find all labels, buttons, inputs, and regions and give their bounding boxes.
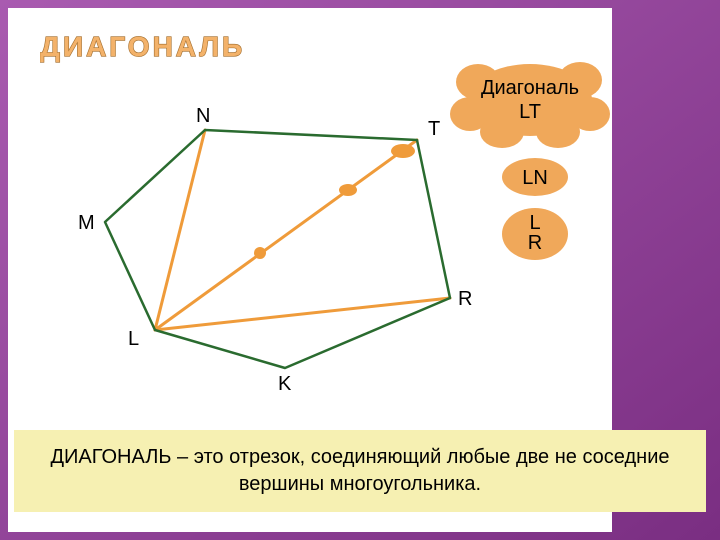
vertex-label-M: M (78, 212, 95, 235)
bubble-LN-label: LN (522, 167, 548, 189)
definition-content: ДИАГОНАЛЬ – это отрезок, соединяющий люб… (51, 446, 670, 495)
svg-text:Диагональ: Диагональ (481, 77, 579, 99)
bubble-LR: L R (498, 205, 572, 263)
svg-text:LT: LT (519, 101, 541, 123)
vertex-label-L: L (128, 328, 139, 351)
definition-text: ДИАГОНАЛЬ – это отрезок, соединяющий люб… (14, 430, 706, 512)
bubble-LR-label-2: R (528, 232, 542, 254)
bubble-LR-label-1: L (529, 212, 540, 234)
bubble-LN: LN (498, 155, 572, 199)
cloud-callout-LT: Диагональ LT (440, 52, 620, 167)
vertex-label-K: K (278, 373, 291, 396)
vertex-label-T: T (428, 118, 440, 141)
vertex-label-N: N (196, 105, 210, 128)
vertex-label-R: R (458, 288, 472, 311)
